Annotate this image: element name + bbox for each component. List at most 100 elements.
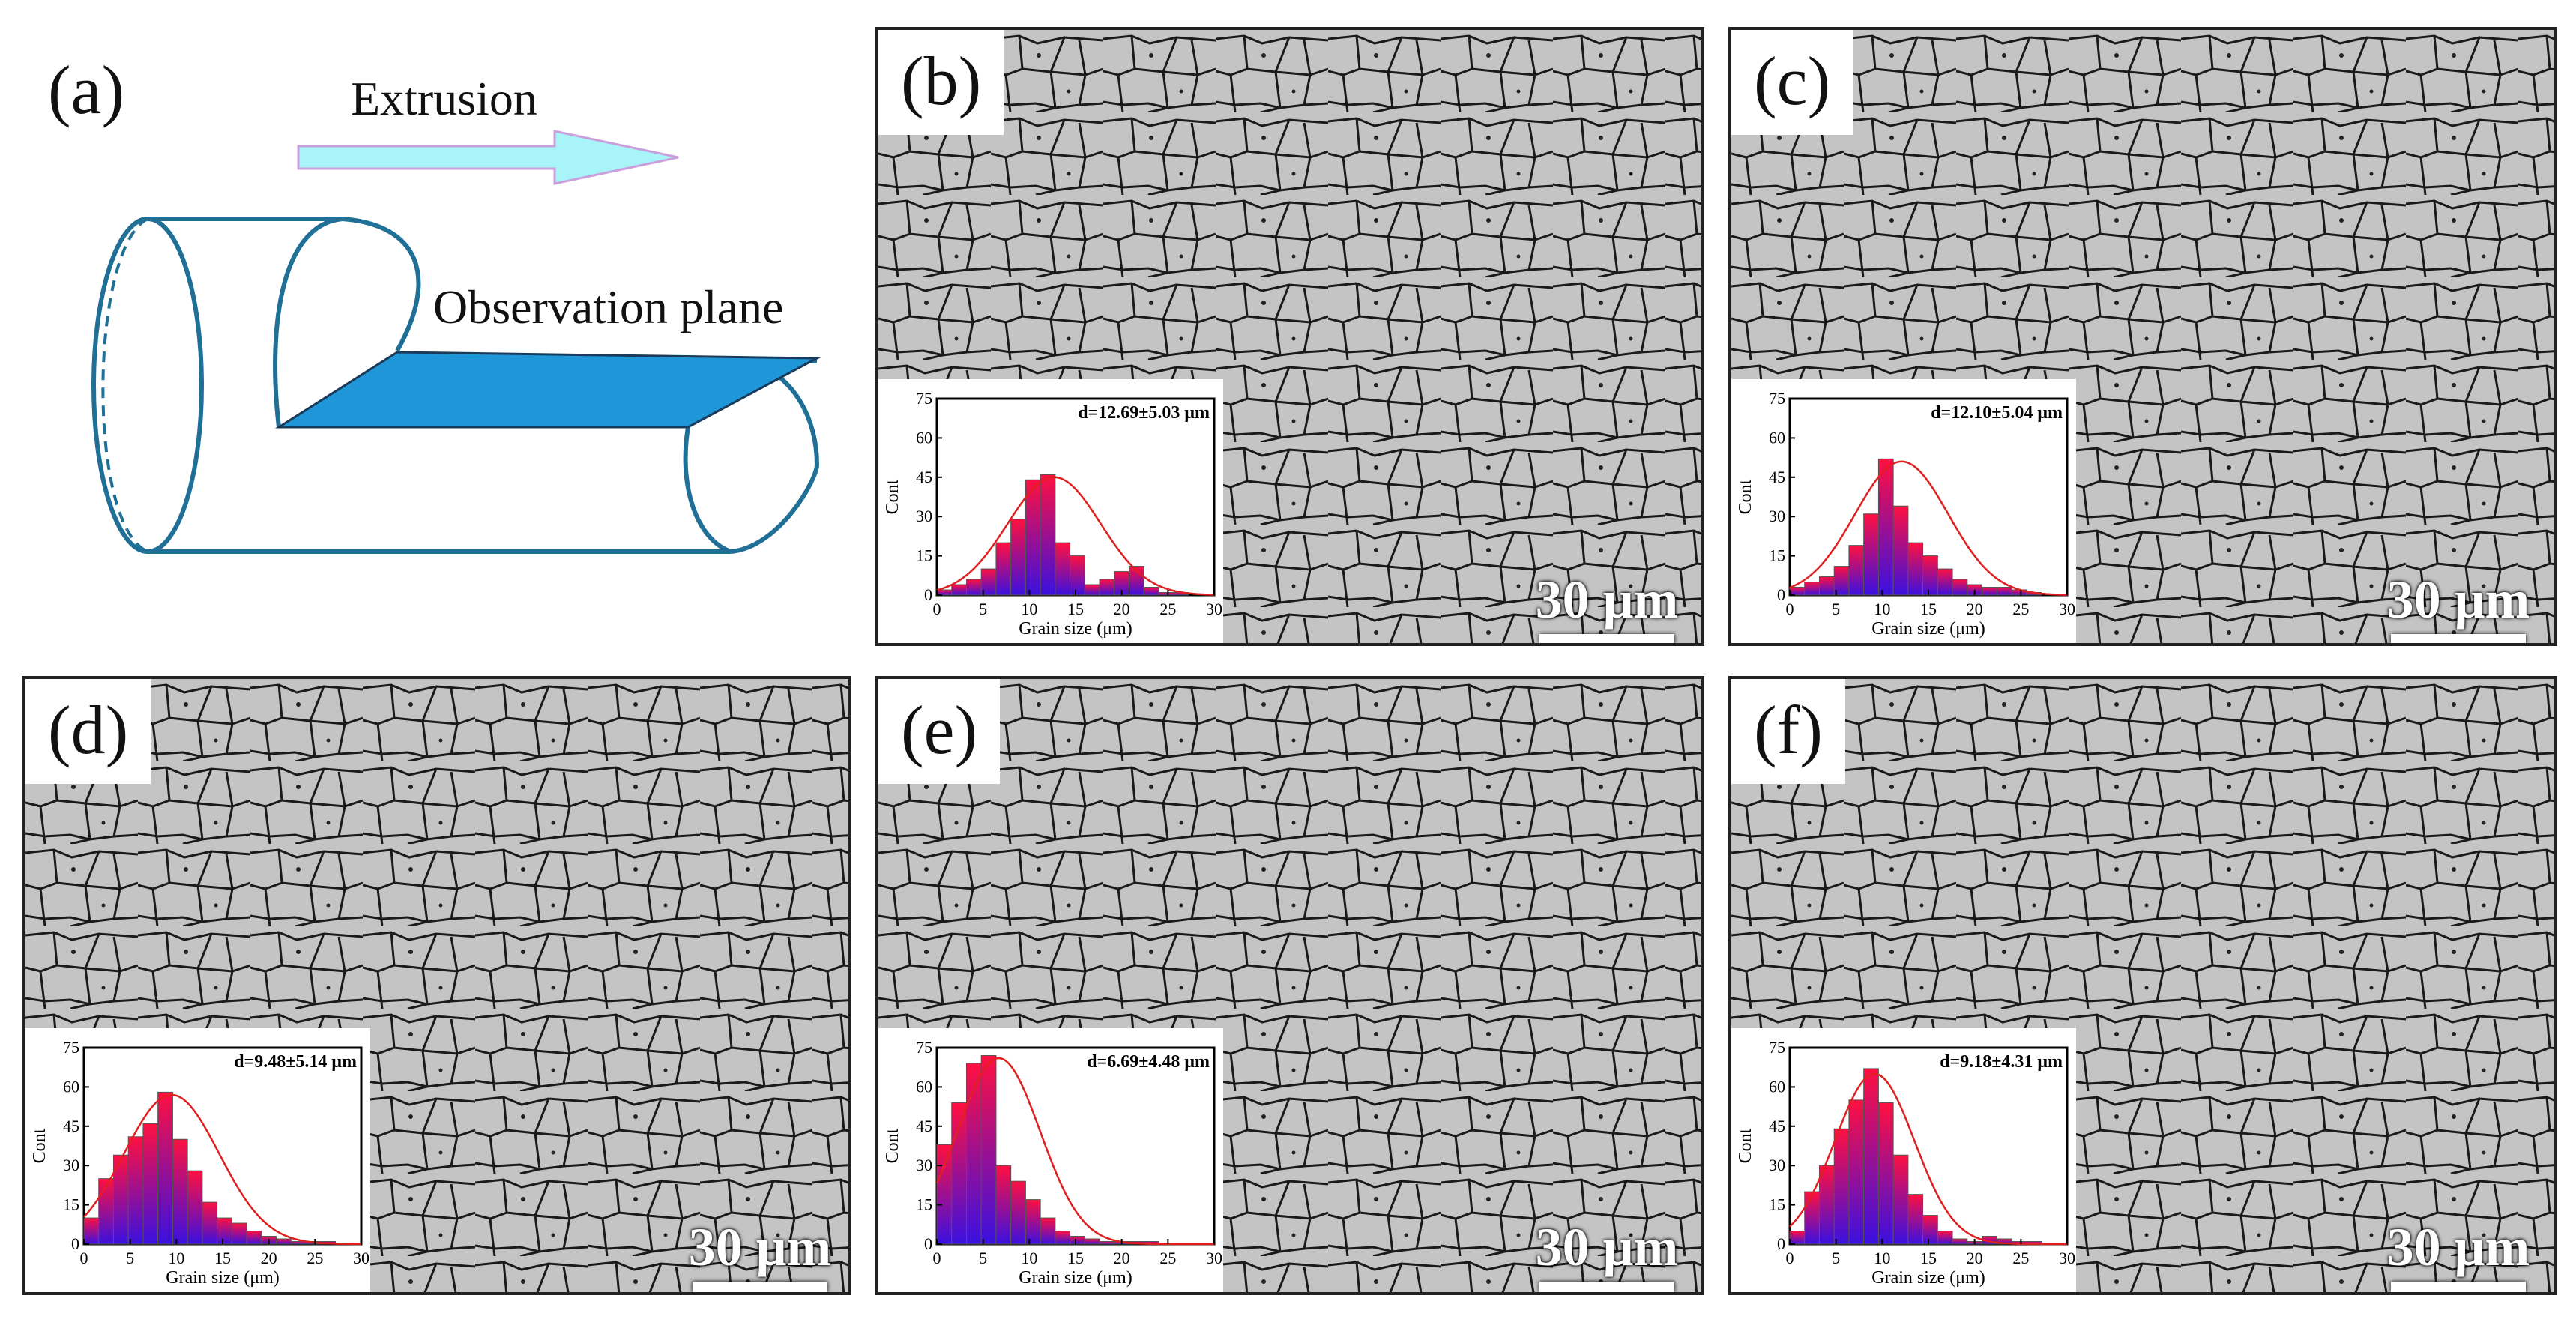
histogram-bar (1818, 1165, 1835, 1245)
x-tick-label: 20 (1114, 1249, 1130, 1267)
schematic-panel-a: (a) Extrusion Observation plane (0, 0, 847, 660)
histogram-bar (1010, 519, 1026, 596)
y-tick-label: 0 (1777, 1234, 1785, 1253)
y-tick-label: 15 (1769, 546, 1785, 565)
y-tick-label: 75 (916, 389, 932, 408)
histogram-bar (936, 1144, 953, 1245)
observation-plane (274, 351, 821, 429)
histogram-bar (1877, 458, 1894, 596)
histogram-bar (951, 584, 967, 596)
histogram-bar (1099, 1241, 1115, 1245)
x-tick-label: 15 (214, 1249, 231, 1267)
histogram-bar (1040, 474, 1056, 596)
x-tick-label: 30 (353, 1249, 369, 1267)
cylinder-outline (91, 217, 820, 554)
histogram-bar (1055, 1231, 1071, 1245)
y-tick-label: 30 (63, 1156, 79, 1174)
scale-bar-label: 30 μm (2386, 1217, 2530, 1277)
x-tick-label: 20 (1967, 1249, 1983, 1267)
histogram-bar (157, 1091, 173, 1245)
x-tick-label: 0 (1786, 1249, 1794, 1267)
y-axis-label: Cont (883, 1128, 902, 1163)
scale-bar-c: 30 μm (2383, 570, 2533, 643)
y-tick-label: 45 (63, 1117, 79, 1135)
histogram-bar (217, 1217, 232, 1245)
x-tick-label: 15 (1920, 1249, 1937, 1267)
extrusion-arrow (297, 130, 679, 185)
x-tick-label: 25 (2012, 1249, 2029, 1267)
cylinder-cut-face (342, 217, 421, 352)
histogram-inset-d: 0 5 10 15 20 25 30 0 15 30 45 60 75 Grain size (μm) Co… (25, 1028, 370, 1292)
scale-bar-label: 30 μm (688, 1217, 832, 1277)
x-tick-label: 5 (1832, 600, 1840, 618)
histogram-bar (1789, 587, 1806, 596)
y-tick-label: 15 (916, 1195, 932, 1214)
scale-bar-d: 30 μm (685, 1220, 835, 1292)
histogram-bar (1158, 592, 1174, 596)
histogram-bar (83, 1217, 100, 1245)
histogram-bar (1040, 1217, 1056, 1245)
extrusion-schematic (91, 130, 821, 554)
scale-bar-f: 30 μm (2383, 1220, 2533, 1292)
grain-size-stat: d=9.48±5.14 μm (234, 1052, 357, 1072)
y-tick-label: 30 (916, 1156, 932, 1174)
y-tick-label: 15 (63, 1195, 79, 1214)
grain-size-stat: d=12.10±5.04 μm (1931, 403, 2063, 423)
observation-plane-label: Observation plane (433, 280, 784, 333)
x-axis-label: Grain size (μm) (1019, 1268, 1132, 1288)
x-tick-label: 30 (1206, 600, 1222, 618)
y-tick-label: 45 (916, 468, 932, 486)
y-tick-label: 45 (916, 1117, 932, 1135)
histogram-inset-f: 0 5 10 15 20 25 30 0 15 30 45 60 75 Grain size (μm) Co… (1731, 1028, 2076, 1292)
y-tick-label: 60 (916, 1077, 932, 1096)
y-tick-label: 60 (916, 428, 932, 447)
histogram-bar (1937, 568, 1953, 596)
histogram-bar (1025, 1199, 1041, 1245)
y-axis-label: Cont (30, 1128, 49, 1163)
panel-label-b: (b) (878, 30, 1004, 135)
histogram-bar (202, 1201, 218, 1245)
scale-bar-label: 30 μm (1535, 1217, 1679, 1277)
histogram-bar (98, 1178, 114, 1245)
y-tick-label: 60 (63, 1077, 79, 1096)
histogram-bar (127, 1136, 144, 1245)
histogram-bar (1848, 545, 1865, 596)
histogram-bar (1804, 1191, 1820, 1245)
micrograph-d: (d) 0 5 10 15 20 25 30 0 15 30 45 60 75 Grain size (μ… (22, 676, 851, 1295)
x-tick-label: 0 (933, 600, 941, 618)
histogram-bar (1848, 1099, 1865, 1245)
histogram-bar (1789, 1231, 1806, 1245)
y-tick-label: 75 (63, 1038, 79, 1057)
grain-size-stat: d=6.69±4.48 μm (1087, 1052, 1210, 1072)
scale-bar-label: 30 μm (2386, 570, 2530, 630)
x-axis-label: Grain size (μm) (1019, 619, 1132, 639)
micrograph-f: (f) 0 5 10 15 20 25 30 0 15 30 45 60 75 Grain size (μ… (1728, 676, 2557, 1295)
histogram-bar (1996, 587, 2012, 596)
x-tick-label: 0 (933, 1249, 941, 1267)
y-tick-label: 30 (1769, 507, 1785, 525)
histogram-bar (1907, 1194, 1924, 1245)
x-tick-label: 5 (1832, 1249, 1840, 1267)
x-tick-label: 10 (1874, 1249, 1890, 1267)
x-tick-label: 10 (168, 1249, 184, 1267)
histogram-b: 0 5 10 15 20 25 30 0 15 30 45 60 75 Grain size (μm) Co… (883, 389, 1222, 639)
histogram-bar (1982, 587, 1997, 596)
x-tick-label: 5 (126, 1249, 134, 1267)
y-axis-label: Cont (883, 479, 902, 514)
extrusion-label: Extrusion (351, 72, 537, 125)
y-tick-label: 30 (916, 507, 932, 525)
x-tick-label: 0 (1786, 600, 1794, 618)
histogram-bar (995, 1165, 1012, 1245)
scale-bar-e: 30 μm (1532, 1220, 1682, 1292)
panel-label-c: (c) (1731, 30, 1853, 135)
histogram-bar (1070, 1236, 1085, 1245)
histogram-bar (1863, 513, 1879, 596)
y-tick-label: 15 (916, 546, 932, 565)
histogram-bar (1099, 579, 1115, 596)
histogram-bar (187, 1170, 203, 1245)
histogram-bar (142, 1123, 159, 1245)
x-tick-label: 15 (1920, 600, 1937, 618)
histogram-bar (1010, 1180, 1026, 1245)
y-tick-label: 15 (1769, 1195, 1785, 1214)
histogram-inset-b: 0 5 10 15 20 25 30 0 15 30 45 60 75 Grain size (μm) Co… (878, 379, 1223, 643)
